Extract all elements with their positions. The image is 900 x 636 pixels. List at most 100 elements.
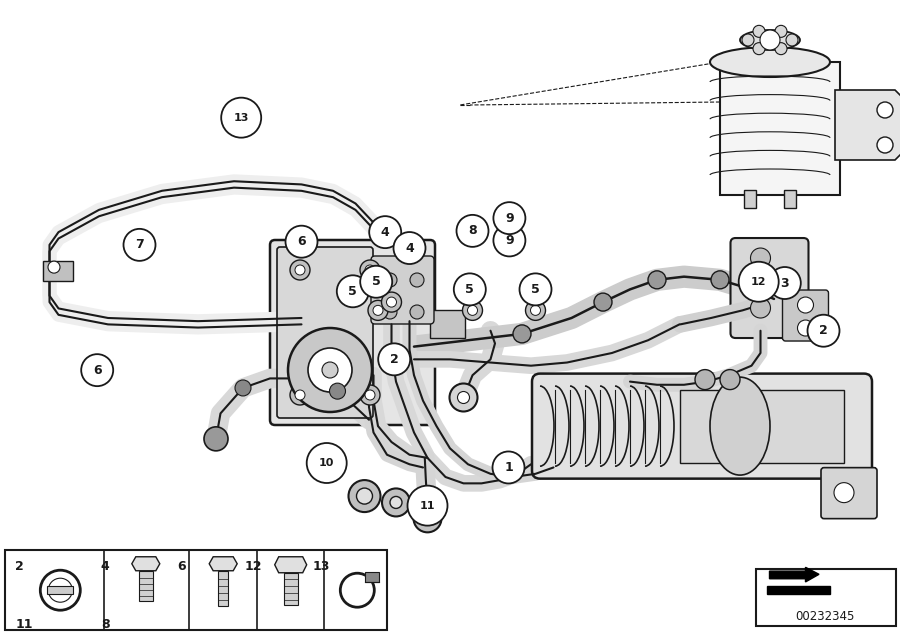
Circle shape (235, 380, 251, 396)
Text: 5: 5 (348, 285, 357, 298)
Circle shape (288, 328, 372, 412)
Circle shape (751, 273, 770, 293)
Circle shape (877, 102, 893, 118)
Circle shape (365, 390, 375, 400)
Text: 8: 8 (101, 618, 110, 631)
Circle shape (648, 271, 666, 289)
Text: 12: 12 (751, 277, 767, 287)
FancyBboxPatch shape (277, 247, 373, 418)
Circle shape (295, 390, 305, 400)
Circle shape (356, 488, 373, 504)
Circle shape (797, 320, 814, 336)
Circle shape (365, 265, 375, 275)
Circle shape (290, 260, 310, 280)
Bar (744, 190, 756, 208)
Bar (4, 550, 387, 630)
Circle shape (360, 260, 380, 280)
Circle shape (751, 248, 770, 268)
Text: 3: 3 (780, 277, 789, 289)
Circle shape (410, 273, 424, 287)
Circle shape (386, 297, 397, 307)
Text: 10: 10 (319, 458, 335, 468)
Circle shape (390, 497, 402, 508)
Text: 4: 4 (101, 560, 110, 573)
FancyBboxPatch shape (532, 373, 872, 479)
Bar (430, 310, 465, 338)
FancyBboxPatch shape (821, 467, 877, 518)
Circle shape (751, 298, 770, 318)
Circle shape (290, 385, 310, 405)
Circle shape (753, 25, 765, 38)
Circle shape (348, 480, 381, 512)
FancyBboxPatch shape (731, 238, 808, 338)
Bar (680, 390, 844, 462)
Ellipse shape (710, 377, 770, 475)
Bar (284, 573, 298, 605)
Circle shape (769, 267, 801, 299)
Circle shape (81, 354, 113, 386)
Bar (139, 570, 153, 601)
Circle shape (753, 43, 765, 55)
Circle shape (519, 273, 552, 305)
Circle shape (492, 452, 525, 483)
Circle shape (373, 305, 383, 315)
Circle shape (378, 343, 410, 375)
Circle shape (526, 300, 545, 321)
Text: 12: 12 (245, 560, 262, 573)
Circle shape (775, 25, 787, 38)
Circle shape (594, 293, 612, 311)
Text: 4: 4 (381, 226, 390, 238)
Circle shape (695, 370, 715, 390)
Circle shape (449, 384, 478, 411)
Circle shape (493, 202, 526, 234)
Polygon shape (131, 556, 160, 570)
Circle shape (786, 34, 798, 46)
Circle shape (307, 443, 346, 483)
Polygon shape (209, 556, 238, 570)
Circle shape (383, 273, 397, 287)
Circle shape (360, 266, 392, 298)
Circle shape (360, 385, 380, 405)
FancyBboxPatch shape (782, 290, 829, 341)
Circle shape (382, 292, 401, 312)
Circle shape (775, 43, 787, 55)
Circle shape (834, 483, 854, 502)
Bar (784, 190, 796, 208)
Text: 6: 6 (93, 364, 102, 377)
Circle shape (720, 370, 740, 390)
Circle shape (123, 229, 156, 261)
Circle shape (877, 137, 893, 153)
Circle shape (797, 297, 814, 313)
Circle shape (456, 215, 489, 247)
Circle shape (337, 275, 369, 307)
Bar (365, 572, 379, 582)
Circle shape (760, 30, 780, 50)
Text: 2: 2 (390, 353, 399, 366)
Circle shape (322, 362, 338, 378)
Text: 7: 7 (135, 238, 144, 251)
Ellipse shape (710, 47, 830, 77)
Circle shape (513, 325, 531, 343)
Circle shape (382, 488, 410, 516)
Circle shape (369, 216, 401, 248)
Circle shape (368, 300, 388, 321)
Polygon shape (770, 567, 819, 582)
Circle shape (807, 315, 840, 347)
Text: 13: 13 (312, 560, 329, 573)
Text: 5: 5 (531, 283, 540, 296)
Bar (218, 570, 229, 605)
Circle shape (454, 273, 486, 305)
Circle shape (711, 271, 729, 289)
Text: 5: 5 (465, 283, 474, 296)
Bar (43, 261, 73, 280)
Text: 8: 8 (468, 225, 477, 237)
Polygon shape (274, 556, 307, 573)
Ellipse shape (740, 30, 800, 50)
Text: 11: 11 (15, 618, 32, 631)
Circle shape (413, 504, 442, 532)
Text: 9: 9 (505, 212, 514, 225)
Circle shape (308, 348, 352, 392)
Text: 6: 6 (177, 560, 186, 573)
Circle shape (285, 226, 318, 258)
Circle shape (393, 232, 426, 264)
